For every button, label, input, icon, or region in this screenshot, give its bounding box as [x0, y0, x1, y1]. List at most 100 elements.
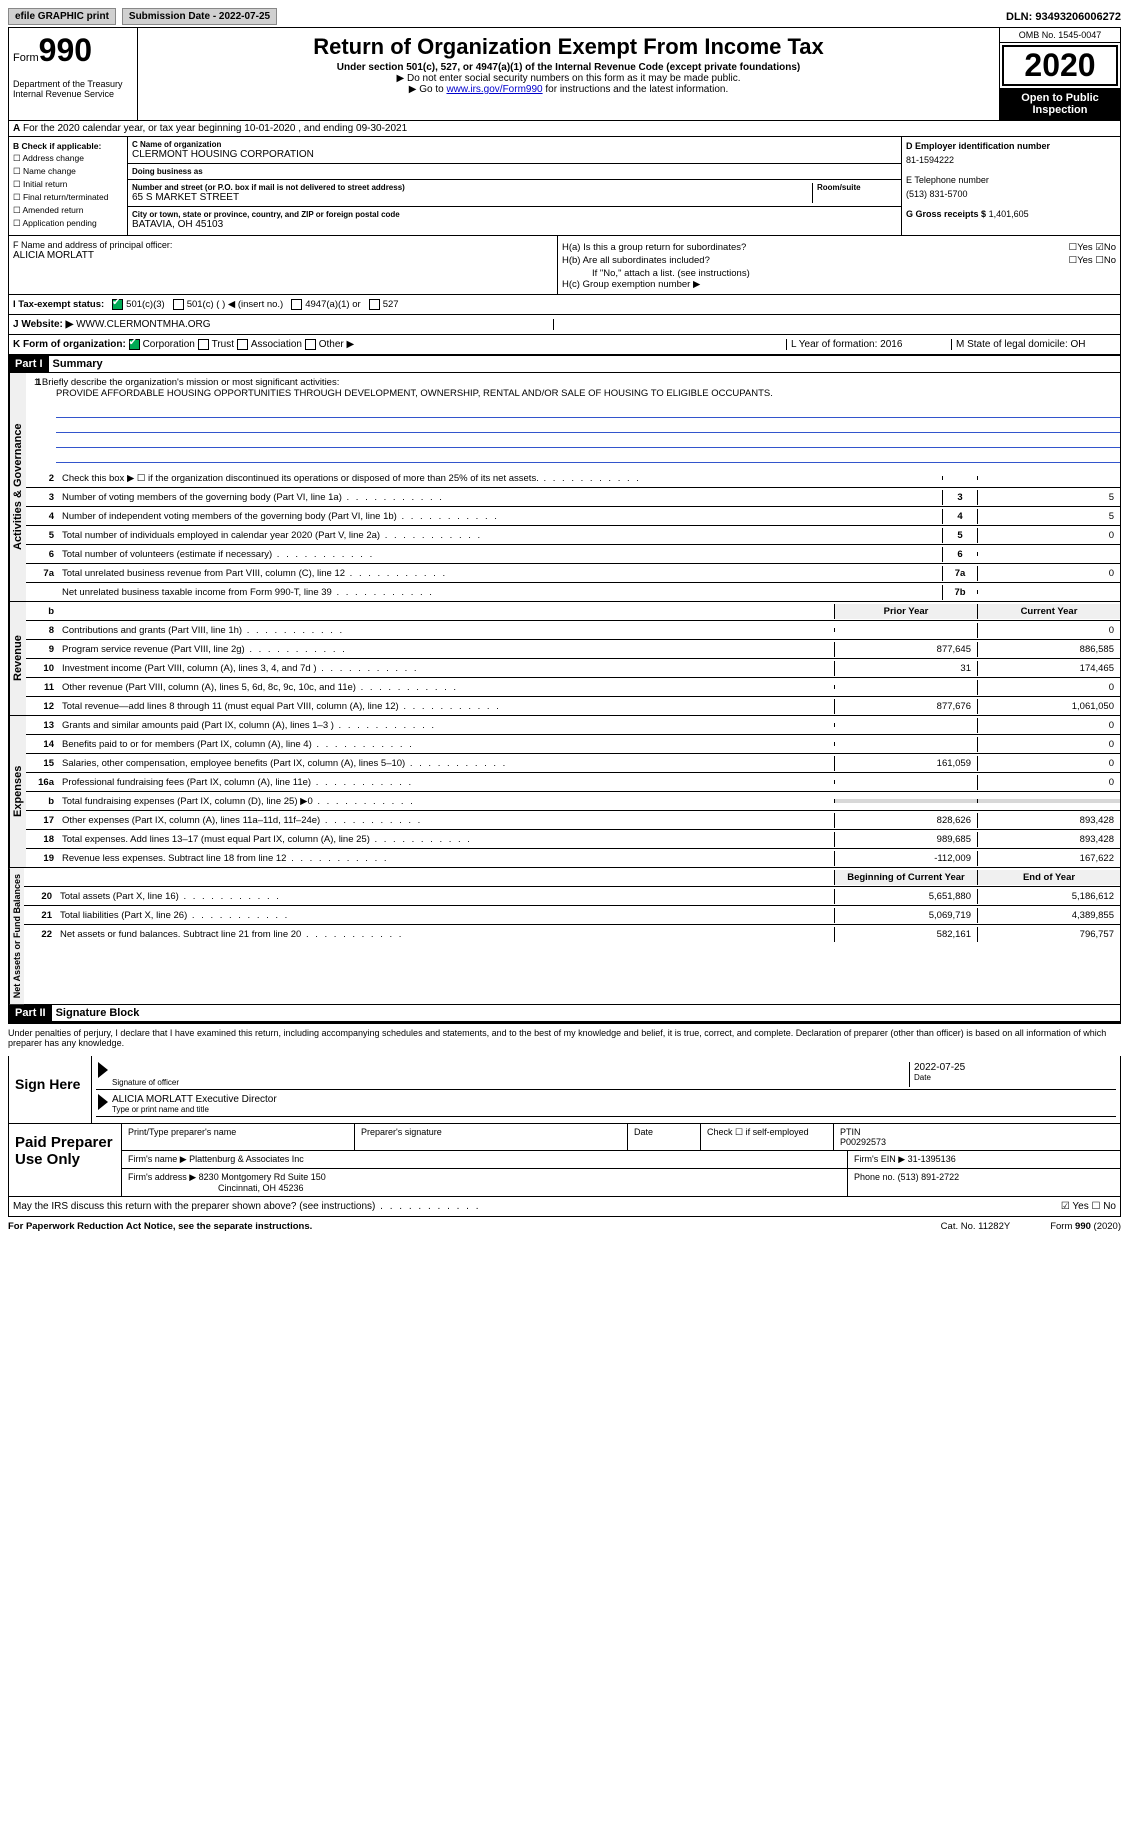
part-i-title: Summary [49, 358, 103, 370]
may-discuss-answer: ☑ Yes ☐ No [1061, 1201, 1116, 1212]
prep-selfemp-header: Check ☐ if self-employed [701, 1124, 834, 1150]
website-url: WWW.CLERMONTMHA.ORG [76, 319, 210, 330]
line-text: Total liabilities (Part X, line 26) [56, 908, 834, 923]
form-org-label: K Form of organization: [13, 339, 126, 350]
irs-link[interactable]: www.irs.gov/Form990 [446, 84, 542, 95]
check-other[interactable] [305, 339, 316, 350]
check-final-return[interactable]: ☐ Final return/terminated [13, 192, 123, 203]
sign-date-label: Date [914, 1073, 1114, 1082]
current-value: 0 [977, 737, 1120, 752]
tax-status-label: I Tax-exempt status: [13, 299, 104, 310]
city-label: City or town, state or province, country… [132, 210, 897, 219]
prior-value [834, 628, 977, 632]
check-address-change[interactable]: ☐ Address change [13, 153, 123, 164]
check-trust[interactable] [198, 339, 209, 350]
side-label-revenue: Revenue [9, 602, 26, 715]
line-number: 8 [26, 625, 58, 636]
line-ref: 5 [942, 528, 977, 543]
current-value: 893,428 [977, 813, 1120, 828]
line-text: Number of voting members of the governin… [58, 490, 942, 505]
check-name-change[interactable]: ☐ Name change [13, 166, 123, 177]
line-text: Check this box ▶ ☐ if the organization d… [58, 471, 942, 486]
current-value: 0 [977, 680, 1120, 695]
efile-print-button[interactable]: efile GRAPHIC print [8, 8, 116, 25]
check-corp[interactable] [129, 339, 140, 350]
line-row: 12 Total revenue—add lines 8 through 11 … [26, 697, 1120, 715]
line-number: 16a [26, 777, 58, 788]
line-b-num: b [26, 606, 58, 617]
firm-addr-label: Firm's address ▶ [128, 1172, 196, 1182]
line-number: 18 [26, 834, 58, 845]
officer-label: F Name and address of principal officer: [13, 240, 553, 250]
current-value: 893,428 [977, 832, 1120, 847]
ptin-value: P00292573 [840, 1137, 886, 1147]
dba-label: Doing business as [132, 167, 897, 176]
opt-assoc: Association [251, 339, 302, 350]
check-501c3[interactable] [112, 299, 123, 310]
ein-value: 81-1594222 [906, 155, 1116, 165]
line-number: 12 [26, 701, 58, 712]
top-bar: efile GRAPHIC print Submission Date - 20… [8, 8, 1121, 25]
line-number: b [26, 796, 58, 807]
line-row: Net unrelated business taxable income fr… [26, 583, 1120, 601]
line-ref: 7a [942, 566, 977, 581]
year-box: OMB No. 1545-0047 2020 Open to Public In… [999, 28, 1120, 120]
line-text: Other revenue (Part VIII, column (A), li… [58, 680, 834, 695]
line-row: 8 Contributions and grants (Part VIII, l… [26, 621, 1120, 640]
opt-501c3: 501(c)(3) [126, 299, 165, 310]
check-501c[interactable] [173, 299, 184, 310]
line-value: 5 [977, 490, 1120, 505]
check-4947[interactable] [291, 299, 302, 310]
current-value: 1,061,050 [977, 699, 1120, 714]
gross-label: G Gross receipts $ [906, 209, 986, 219]
hb-note: If "No," attach a list. (see instruction… [562, 268, 1116, 279]
note-2: ▶ Go to www.irs.gov/Form990 for instruct… [142, 84, 995, 95]
line-row: 18 Total expenses. Add lines 13–17 (must… [26, 830, 1120, 849]
paperwork-notice: For Paperwork Reduction Act Notice, see … [8, 1221, 312, 1232]
form-label: Form [13, 52, 39, 64]
current-value: 0 [977, 623, 1120, 638]
firm-phone: (513) 891-2722 [898, 1172, 960, 1182]
line-row: b Total fundraising expenses (Part IX, c… [26, 792, 1120, 811]
may-discuss-question: May the IRS discuss this return with the… [13, 1201, 1061, 1212]
may-discuss-row: May the IRS discuss this return with the… [8, 1197, 1121, 1217]
line-number: 22 [24, 929, 56, 940]
check-application-pending[interactable]: ☐ Application pending [13, 218, 123, 229]
line-number: 2 [26, 473, 58, 484]
prior-value [834, 799, 977, 803]
hb-question: H(b) Are all subordinates included? [562, 255, 710, 266]
hb-answer: ☐Yes ☐No [1069, 255, 1116, 266]
check-527[interactable] [369, 299, 380, 310]
sign-here-section: Sign Here Signature of officer 2022-07-2… [8, 1056, 1121, 1124]
line-number: 13 [26, 720, 58, 731]
part-ii-tag: Part II [9, 1005, 52, 1021]
line-row: 21 Total liabilities (Part X, line 26) 5… [24, 906, 1120, 925]
line-ref: 6 [942, 547, 977, 562]
cat-number: Cat. No. 11282Y [941, 1221, 1011, 1232]
box-h-group: H(a) Is this a group return for subordin… [558, 236, 1120, 294]
line-text: Program service revenue (Part VIII, line… [58, 642, 834, 657]
line-number: 15 [26, 758, 58, 769]
ha-question: H(a) Is this a group return for subordin… [562, 242, 746, 253]
prior-value: 161,059 [834, 756, 977, 771]
line-number: 21 [24, 910, 56, 921]
line-b-spacer [58, 609, 834, 613]
row-j-website: J Website: ▶ WWW.CLERMONTMHA.ORG [8, 315, 1121, 335]
gross-receipts: 1,401,605 [989, 209, 1029, 219]
check-initial-return[interactable]: ☐ Initial return [13, 179, 123, 190]
prior-value [834, 723, 977, 727]
note-1: ▶ Do not enter social security numbers o… [142, 73, 995, 84]
opt-527: 527 [383, 299, 399, 310]
check-amended[interactable]: ☐ Amended return [13, 205, 123, 216]
check-assoc[interactable] [237, 339, 248, 350]
section-a-taxyear: A For the 2020 calendar year, or tax yea… [8, 121, 1121, 137]
current-value: 796,757 [977, 927, 1120, 942]
box-c-org-info: C Name of organization CLERMONT HOUSING … [128, 137, 902, 235]
line-row: 7a Total unrelated business revenue from… [26, 564, 1120, 583]
line-text: Total assets (Part X, line 16) [56, 889, 834, 904]
prior-value: -112,009 [834, 851, 977, 866]
line-text: Investment income (Part VIII, column (A)… [58, 661, 834, 676]
section-net-assets: Net Assets or Fund Balances Beginning of… [8, 868, 1121, 1005]
form-number-box: Form990 Department of the Treasury Inter… [9, 28, 138, 120]
line-number: 3 [26, 492, 58, 503]
